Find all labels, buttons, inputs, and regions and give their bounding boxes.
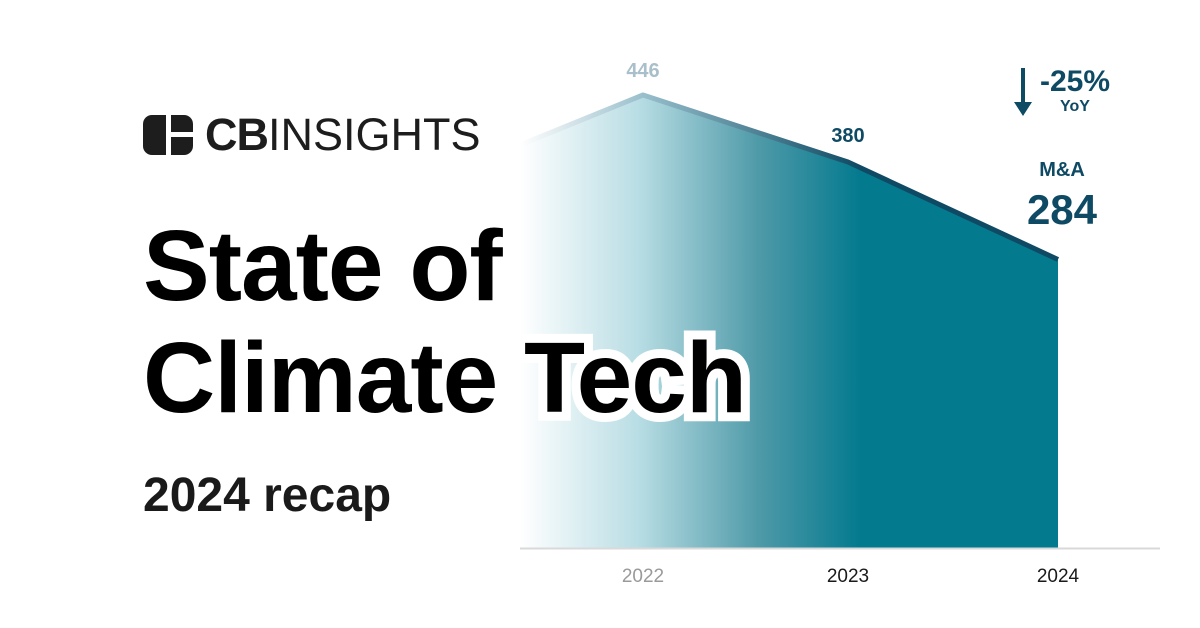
metric-callout: M&A 284 bbox=[1018, 158, 1106, 234]
yoy-change-badge: -25% YoY bbox=[1012, 66, 1110, 118]
yoy-label: YoY bbox=[1060, 98, 1090, 115]
x-tick-label-2022: 2022 bbox=[622, 566, 664, 587]
cb-insights-logo: CB INSIGHTS bbox=[143, 112, 481, 158]
title-line-1: State of bbox=[134, 201, 512, 331]
subtitle: 2024 recap bbox=[143, 469, 392, 522]
arrow-down-icon bbox=[1014, 68, 1032, 116]
title-line-2: Climate Tech bbox=[134, 313, 756, 443]
page-title: State of Climate Tech bbox=[134, 201, 756, 443]
x-tick-label-2024: 2024 bbox=[1037, 566, 1080, 587]
area-series-line bbox=[519, 92, 1060, 262]
metric-value: 284 bbox=[1026, 186, 1098, 233]
data-label-2022: 446 bbox=[626, 60, 659, 82]
data-label-2023: 380 bbox=[831, 125, 864, 147]
metric-label: M&A bbox=[1039, 159, 1085, 181]
logo-text-cb: CB bbox=[205, 109, 269, 160]
yoy-percent: -25% bbox=[1040, 65, 1111, 98]
area-series bbox=[520, 95, 1058, 548]
cb-insights-logo-icon bbox=[143, 115, 193, 155]
x-tick-label-2023: 2023 bbox=[827, 566, 869, 587]
logo-text-insights: INSIGHTS bbox=[268, 109, 481, 160]
